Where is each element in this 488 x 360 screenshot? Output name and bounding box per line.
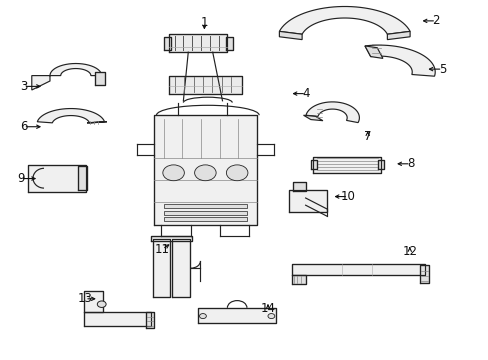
- Polygon shape: [150, 236, 191, 241]
- Circle shape: [226, 165, 247, 181]
- Text: 10: 10: [340, 190, 355, 203]
- Text: 11: 11: [155, 243, 169, 256]
- Polygon shape: [279, 6, 409, 34]
- Text: 7: 7: [363, 130, 371, 143]
- Text: 2: 2: [431, 14, 439, 27]
- Polygon shape: [386, 31, 409, 40]
- Bar: [163, 204, 246, 208]
- Polygon shape: [154, 115, 256, 225]
- Polygon shape: [168, 34, 227, 52]
- Polygon shape: [145, 312, 154, 328]
- Polygon shape: [292, 275, 305, 284]
- Text: 8: 8: [406, 157, 414, 170]
- Text: 6: 6: [20, 120, 27, 133]
- Bar: [163, 211, 246, 215]
- Polygon shape: [292, 264, 425, 275]
- Polygon shape: [303, 115, 322, 121]
- Polygon shape: [288, 190, 326, 212]
- Text: 1: 1: [200, 16, 208, 29]
- Text: 13: 13: [78, 292, 92, 305]
- Text: 5: 5: [438, 63, 446, 76]
- Text: 3: 3: [20, 80, 27, 93]
- Polygon shape: [28, 165, 85, 192]
- Polygon shape: [364, 46, 382, 58]
- Text: 4: 4: [302, 87, 309, 100]
- Circle shape: [194, 165, 216, 181]
- Polygon shape: [32, 63, 102, 90]
- Text: 14: 14: [260, 302, 275, 315]
- Circle shape: [163, 165, 184, 181]
- Polygon shape: [95, 72, 105, 85]
- Polygon shape: [279, 31, 302, 40]
- Polygon shape: [172, 239, 189, 297]
- Polygon shape: [305, 102, 359, 123]
- Polygon shape: [225, 37, 233, 50]
- Polygon shape: [78, 166, 87, 190]
- Polygon shape: [87, 122, 107, 123]
- Text: 9: 9: [17, 172, 24, 185]
- Polygon shape: [168, 76, 242, 94]
- Polygon shape: [37, 109, 104, 123]
- Polygon shape: [293, 182, 305, 191]
- Bar: [163, 217, 246, 221]
- Polygon shape: [364, 45, 434, 76]
- Circle shape: [97, 301, 106, 307]
- Polygon shape: [84, 312, 150, 326]
- Polygon shape: [377, 160, 383, 169]
- Polygon shape: [84, 291, 102, 312]
- Polygon shape: [312, 157, 381, 173]
- Polygon shape: [419, 265, 428, 283]
- Circle shape: [199, 314, 206, 319]
- Polygon shape: [198, 308, 276, 323]
- Text: 12: 12: [402, 245, 416, 258]
- Polygon shape: [163, 37, 171, 50]
- Circle shape: [267, 314, 274, 319]
- Polygon shape: [152, 239, 170, 297]
- Polygon shape: [310, 160, 316, 169]
